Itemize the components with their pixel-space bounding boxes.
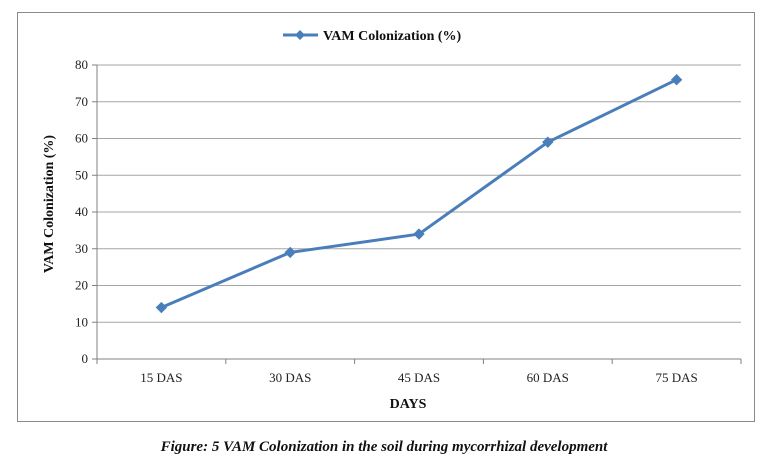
- x-tick-label: 45 DAS: [398, 370, 440, 385]
- data-point: [284, 246, 296, 259]
- y-tick-label: 10: [75, 314, 88, 329]
- gridlines: [97, 64, 741, 323]
- y-tick-label: 30: [75, 241, 88, 256]
- y-tick-label: 80: [75, 57, 88, 72]
- x-tick-label: 15 DAS: [140, 370, 182, 385]
- series-line: [160, 78, 678, 309]
- x-axis-title: DAYS: [390, 397, 427, 412]
- x-tick-label: 75 DAS: [655, 370, 697, 385]
- x-tick-label: 60 DAS: [527, 370, 569, 385]
- data-point: [155, 301, 168, 314]
- data-point: [413, 228, 425, 240]
- axes: 0 10 20 30 40 50 60 70 80 15 DAS 30 DAS 45 DAS 60 DA…: [75, 57, 742, 385]
- y-tick-label: 40: [75, 204, 88, 219]
- series-layer: [155, 73, 683, 314]
- y-tick-label: 20: [75, 278, 88, 293]
- data-point: [542, 136, 554, 148]
- x-tick-label: 30 DAS: [269, 370, 311, 385]
- chart-frame: 0 10 20 30 40 50 60 70 80 15 DAS 30 DAS 45 DAS 60 DA…: [17, 12, 755, 422]
- y-tick-label: 70: [75, 94, 88, 109]
- legend-swatch-diamond: [295, 30, 305, 40]
- y-tick-label: 50: [75, 167, 88, 182]
- line-chart: 0 10 20 30 40 50 60 70 80 15 DAS 30 DAS 45 DAS 60 DA…: [42, 29, 742, 412]
- y-axis-title: VAM Colonization (%): [42, 135, 57, 274]
- figure-caption: Figure: 5 VAM Colonization in the soil d…: [160, 439, 608, 455]
- data-point: [670, 73, 683, 86]
- y-tick-label: 60: [75, 131, 88, 146]
- legend-label: VAM Colonization (%): [323, 29, 462, 44]
- legend: VAM Colonization (%): [283, 29, 462, 44]
- y-tick-label: 0: [82, 351, 89, 366]
